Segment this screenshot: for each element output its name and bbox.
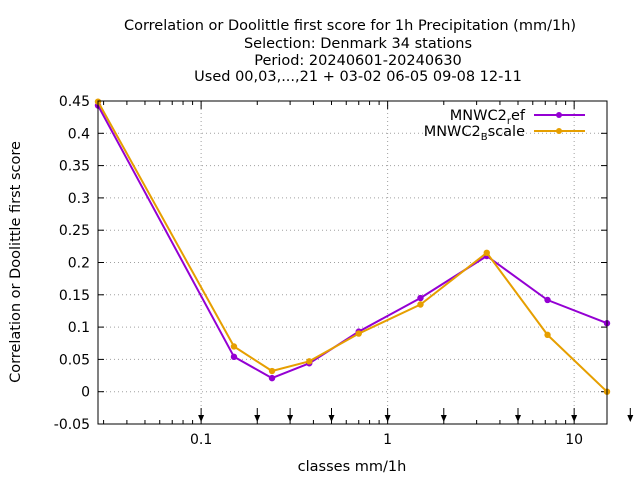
legend-entry-1: MNWC2ref (450, 108, 585, 127)
legend-entry-2: MNWC2Bscale (424, 124, 585, 143)
y-tick-label: 0.25 (59, 223, 90, 239)
data-point-series-1 (230, 353, 238, 361)
class-arrow-head (254, 415, 261, 422)
chart-title: Correlation or Doolittle first score for… (124, 18, 576, 85)
legend-marker-1 (556, 112, 562, 118)
class-arrow-head (571, 415, 578, 422)
y-tick-label: 0 (81, 385, 90, 401)
class-arrow-head (198, 415, 205, 422)
grid (98, 101, 607, 424)
legend-marker-2 (556, 128, 562, 134)
data-point-series-2 (483, 249, 490, 257)
y-tick-label: 0.1 (68, 320, 90, 336)
data-point-series-1 (268, 374, 276, 382)
legend-label-1: MNWC2ref (450, 108, 526, 127)
data-point-series-1 (544, 296, 551, 304)
data-point-series-2 (230, 343, 238, 350)
y-tick-label: -0.05 (54, 417, 90, 433)
y-tick-label: 0.05 (59, 352, 90, 368)
x-tick-label: 10 (565, 432, 583, 448)
x-tick-label: 1 (383, 432, 392, 448)
class-arrow-head (440, 415, 447, 422)
y-tick-label: 0.35 (59, 159, 90, 175)
axes: 0.45 0.4 0.35 0.3 0.25 0.2 0.15 0.1 0.05 0 -0.05 0.… (54, 94, 607, 448)
class-arrows (198, 408, 634, 422)
class-arrow-head (328, 415, 335, 422)
legend-label-2: MNWC2Bscale (424, 124, 525, 143)
class-arrow-head (384, 415, 391, 422)
y-tick-label: 0.3 (68, 191, 90, 207)
title-line-4: Used 00,03,...,21 + 03-02 06-05 09-08 12… (194, 69, 522, 85)
class-arrow-head (515, 415, 522, 422)
y-tick-label: 0.4 (68, 126, 90, 142)
plot-frame (97, 100, 608, 425)
y-tick-label: 0.15 (59, 288, 90, 304)
series (94, 98, 611, 395)
title-line-1: Correlation or Doolittle first score for… (124, 18, 576, 34)
class-arrow-head (287, 415, 294, 422)
title-line-3: Period: 20240601-20240630 (254, 53, 462, 69)
data-point-series-2 (544, 331, 551, 339)
data-point-series-2 (355, 330, 362, 337)
y-tick-label: 0.2 (68, 256, 90, 272)
data-point-series-2 (306, 358, 313, 365)
class-arrow-head (627, 415, 634, 422)
data-point-series-1 (417, 294, 424, 302)
data-point-series-2 (268, 367, 276, 375)
title-line-2: Selection: Denmark 34 stations (244, 36, 472, 52)
x-axis-label: classes mm/1h (298, 459, 407, 475)
y-tick-label: 0.45 (59, 94, 90, 110)
y-axis-label: Correlation or Doolittle first score (8, 141, 24, 383)
legend: MNWC2ref MNWC2Bscale (424, 108, 585, 143)
data-point-series-2 (417, 301, 424, 308)
x-tick-label: 0.1 (190, 432, 212, 448)
